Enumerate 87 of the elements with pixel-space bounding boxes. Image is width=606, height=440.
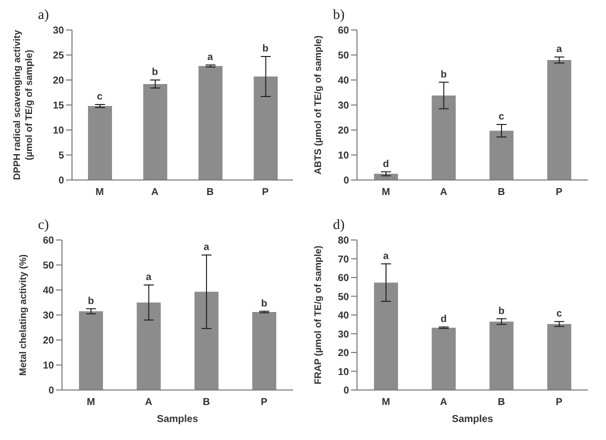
- chart-title: c): [38, 218, 49, 234]
- bar: [432, 328, 456, 390]
- bar: [547, 60, 572, 180]
- y-tick-label: 70: [338, 254, 350, 266]
- annotation: b: [440, 69, 447, 80]
- x-axis-title: Samples: [452, 414, 494, 425]
- x-tick-label: A: [440, 187, 448, 198]
- x-tick-label: B: [498, 397, 505, 408]
- x-tick-label: P: [556, 187, 563, 198]
- y-tick-label: 30: [338, 100, 350, 112]
- y-tick-label: 10: [52, 126, 64, 137]
- annotation: c: [96, 92, 103, 102]
- y-tick-label: 25: [52, 50, 64, 62]
- annotation: b: [88, 296, 94, 307]
- x-tick-label: B: [206, 187, 214, 198]
- bar: [143, 84, 168, 180]
- y-tick-label: 10: [42, 360, 54, 372]
- y-tick-label: 20: [42, 336, 54, 347]
- y-tick-label: 20: [338, 126, 350, 137]
- y-axis-title: ABTS (µmol of TE/g of sample): [313, 35, 324, 175]
- x-tick-label: P: [260, 397, 268, 408]
- bar: [198, 66, 222, 180]
- x-tick-label: A: [151, 187, 158, 198]
- x-tick-label: M: [86, 397, 96, 408]
- bar: [490, 130, 514, 180]
- x-tick-label: M: [382, 397, 390, 408]
- bar: [79, 311, 103, 390]
- y-tick-label: 30: [338, 329, 350, 340]
- chart-title: a): [38, 8, 49, 24]
- x-tick-label: P: [556, 397, 563, 408]
- x-tick-label: M: [382, 187, 390, 198]
- y-tick-label: 80: [338, 236, 350, 247]
- annotation: a: [204, 242, 210, 253]
- annotation: c: [556, 308, 562, 320]
- bar: [194, 292, 218, 390]
- annotation: b: [262, 44, 268, 54]
- x-tick-label: P: [262, 187, 270, 198]
- annotation: c: [498, 112, 505, 122]
- bar: [374, 282, 398, 390]
- chart-title: b): [333, 8, 345, 24]
- y-tick-label: 20: [52, 76, 64, 87]
- y-tick-label: 10: [338, 150, 350, 162]
- bar: [490, 322, 514, 390]
- annotation: d: [440, 314, 447, 325]
- bar: [252, 312, 276, 390]
- y-axis-title: DPPH radical scavenging activity (µmol of TE/g of sample): [12, 29, 35, 180]
- x-tick-label: M: [95, 187, 104, 198]
- chart-title: d): [333, 218, 345, 234]
- y-tick-label: 30: [42, 310, 54, 322]
- y-axis-title: FRAP (µmol of TE/g of sample): [313, 246, 324, 384]
- y-tick-label: 60: [338, 26, 350, 37]
- y-tick-label: 60: [42, 236, 54, 247]
- y-tick-label: 50: [338, 50, 350, 62]
- annotation: b: [261, 298, 268, 310]
- annotation: b: [498, 306, 504, 317]
- annotation: a: [383, 250, 390, 262]
- bar: [88, 106, 112, 180]
- bar: [254, 76, 278, 180]
- annotation: a: [556, 44, 562, 55]
- y-tick-label: 60: [338, 273, 350, 284]
- bar: [547, 324, 572, 390]
- y-tick-label: 5: [58, 150, 64, 162]
- y-tick-label: 10: [338, 366, 350, 378]
- y-tick-label: 0: [343, 176, 350, 187]
- y-tick-label: 20: [338, 348, 350, 360]
- x-tick-label: A: [440, 397, 448, 408]
- y-tick-label: 0: [343, 386, 350, 397]
- y-axis-title: Metal chelating activity (%): [18, 254, 29, 376]
- y-tick-label: 30: [52, 26, 64, 37]
- annotation: a: [146, 272, 152, 283]
- y-tick-label: 0: [58, 176, 64, 187]
- y-tick-label: 40: [338, 310, 350, 322]
- x-tick-label: B: [498, 187, 505, 198]
- x-tick-label: B: [202, 397, 210, 408]
- annotation: a: [207, 52, 214, 63]
- bar: [432, 96, 456, 180]
- bar: [136, 302, 161, 390]
- y-tick-label: 40: [338, 76, 350, 87]
- y-tick-label: 40: [42, 286, 54, 297]
- x-axis-title: Samples: [156, 414, 198, 425]
- y-tick-label: 15: [52, 100, 64, 112]
- annotation: b: [152, 67, 158, 78]
- y-tick-label: 50: [42, 260, 54, 272]
- y-tick-label: 0: [48, 386, 54, 397]
- annotation: d: [382, 158, 389, 170]
- y-tick-label: 50: [338, 292, 350, 303]
- x-tick-label: A: [145, 397, 152, 408]
